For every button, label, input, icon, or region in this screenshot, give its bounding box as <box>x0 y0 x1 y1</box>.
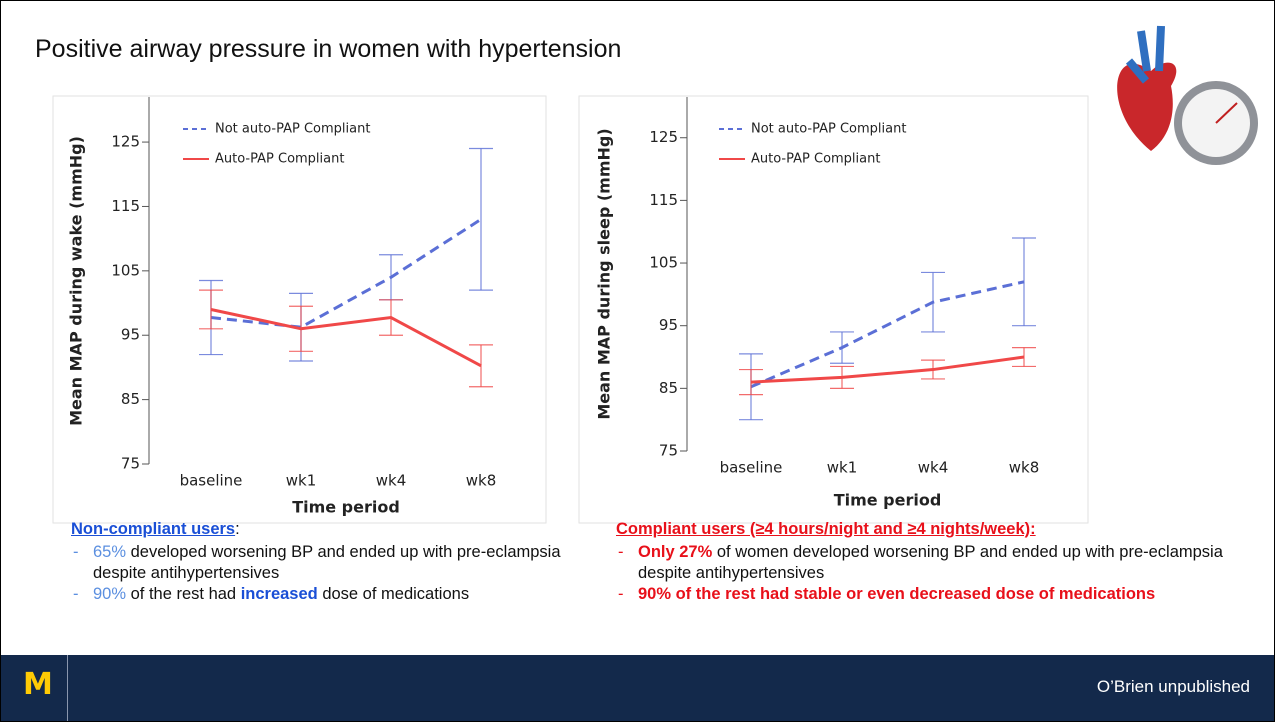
bullet-run: 90% <box>93 585 127 603</box>
error-bar <box>1012 347 1036 368</box>
bullet-list: Only 27% of women developed worsening BP… <box>616 542 1231 605</box>
bullet: 65% developed worsening BP and ended up … <box>73 542 591 584</box>
heading-colon: : <box>235 520 240 538</box>
error-bar <box>921 271 945 333</box>
y-tick-label: 105 <box>649 254 678 272</box>
bullet-list: 65% developed worsening BP and ended up … <box>71 542 591 605</box>
bullet: 90% of the rest had stable or even decre… <box>618 584 1231 605</box>
chart-frame <box>52 95 547 524</box>
bullet-run: Only 27% <box>638 543 713 561</box>
error-bar <box>1012 237 1036 327</box>
x-axis-label: Time period <box>834 491 942 510</box>
y-tick-label: 115 <box>111 197 140 215</box>
y-tick-label: 95 <box>659 316 678 334</box>
error-bar <box>469 344 493 388</box>
legend-label: Not auto-PAP Compliant <box>751 122 906 137</box>
x-tick-label: wk1 <box>286 472 317 490</box>
legend-label: Not auto-PAP Compliant <box>215 122 370 137</box>
y-tick-label: 115 <box>649 191 678 209</box>
y-tick-label: 105 <box>111 261 140 279</box>
legend-label: Auto-PAP Compliant <box>751 152 880 167</box>
y-tick-label: 85 <box>121 390 140 408</box>
heading-text: Non-compliant users <box>71 520 236 538</box>
left-notes: Non-compliant users: 65% developed worse… <box>71 519 591 605</box>
vessels <box>1125 25 1165 84</box>
chart-frame <box>578 95 1089 524</box>
series-line <box>210 308 482 368</box>
x-tick-label: baseline <box>180 472 243 490</box>
charts: 75 85 95 105 115 125 baseline wk1 wk4 wk8 Mean MAP… <box>52 25 1258 524</box>
bullet-run: 90% of the rest had stable or even decre… <box>638 585 1156 603</box>
x-tick-label: wk8 <box>466 472 497 490</box>
credit: O’Brien unpublished <box>1096 677 1250 696</box>
bullet-run: 65% <box>93 543 127 561</box>
slide-title: Positive airway pressure in women with h… <box>35 35 622 63</box>
y-tick-label: 85 <box>659 379 678 397</box>
x-tick-label: wk4 <box>918 459 949 477</box>
y-tick-label: 75 <box>121 455 140 473</box>
footer: M O’Brien unpublished <box>1 655 1274 721</box>
series-line <box>750 355 1025 384</box>
x-tick-label: wk8 <box>1009 459 1040 477</box>
bullet-run: dose of medications <box>317 585 470 603</box>
logo: M <box>23 667 53 702</box>
error-bar <box>469 147 493 291</box>
error-bar <box>830 365 854 389</box>
y-tick-label: 125 <box>649 128 678 146</box>
error-bar <box>379 299 403 336</box>
heart-icon <box>1117 25 1258 165</box>
bullet-run: developed worsening BP and ended up with… <box>93 543 561 582</box>
notes-heading: Non-compliant users: <box>71 519 591 540</box>
bullet-run: increased <box>240 585 318 603</box>
error-bar <box>830 331 854 364</box>
y-tick-label: 75 <box>659 442 678 460</box>
x-tick-label: wk1 <box>827 459 858 477</box>
y-tick-label: 95 <box>121 326 140 344</box>
y-axis-label: Mean MAP during sleep (mmHg) <box>595 128 614 419</box>
error-bar <box>739 368 763 396</box>
bullet-run: of women developed worsening BP and ende… <box>638 543 1223 582</box>
x-tick-label: wk4 <box>376 472 407 490</box>
legend-label: Auto-PAP Compliant <box>215 152 344 167</box>
error-bar <box>921 359 945 380</box>
error-bar <box>289 305 313 352</box>
right-notes: Compliant users (≥4 hours/night and ≥4 n… <box>616 519 1231 605</box>
notes-heading: Compliant users (≥4 hours/night and ≥4 n… <box>616 519 1231 540</box>
y-tick-label: 125 <box>111 133 140 151</box>
error-bar <box>199 289 223 330</box>
bullet: Only 27% of women developed worsening BP… <box>618 542 1231 584</box>
x-axis-label: Time period <box>292 498 400 517</box>
gauge-needle <box>1215 102 1238 124</box>
x-tick-label: baseline <box>720 459 783 477</box>
y-axis-label: Mean MAP during wake (mmHg) <box>67 136 86 426</box>
heading-text: Compliant users (≥4 hours/night and ≥4 n… <box>616 520 1036 538</box>
bullet-run: of the rest had <box>126 585 241 603</box>
series-line <box>750 280 1025 389</box>
divider <box>67 655 68 721</box>
series-line <box>210 218 482 329</box>
heart <box>1117 62 1177 151</box>
bullet: 90% of the rest had increased dose of me… <box>73 584 591 605</box>
